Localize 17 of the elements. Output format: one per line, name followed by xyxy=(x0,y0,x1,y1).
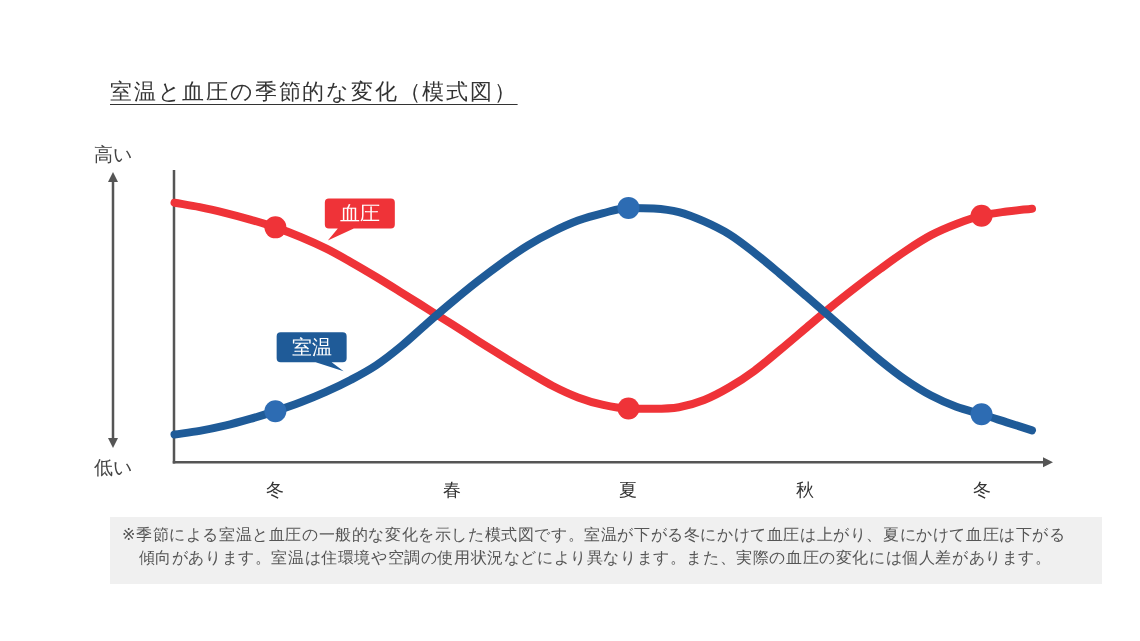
text: 高い xyxy=(94,143,132,165)
series-label: 室温 xyxy=(291,335,332,360)
x-tick-label: 春 xyxy=(442,479,461,500)
point xyxy=(617,397,640,420)
x-tick-label: 冬 xyxy=(266,479,285,500)
text: 低い xyxy=(94,456,132,478)
point xyxy=(264,216,287,239)
x-tick-label: 秋 xyxy=(796,479,815,500)
chart-title: 室温と血圧の季節的な変化（模式図） xyxy=(110,78,518,106)
point xyxy=(970,204,993,227)
text: ※季節による室温と血圧の一般的な変化を示した模式図です。室温が下がる冬にかけて血圧は上がり、夏にかけて血圧は下がる傾向があります。室温は住環境や空調の使用状況などにより異なります。また、実際の血圧の変化には個人差があります。 xyxy=(122,524,1067,569)
x-tick-label: 夏 xyxy=(619,479,638,500)
series-label: 血圧 xyxy=(339,201,380,226)
point xyxy=(264,400,287,423)
point xyxy=(970,403,993,426)
x-tick-label: 冬 xyxy=(972,479,991,500)
point xyxy=(617,196,640,219)
